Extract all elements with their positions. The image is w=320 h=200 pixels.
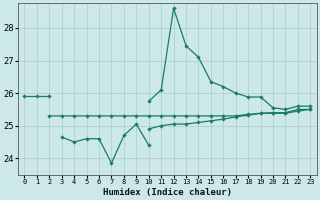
X-axis label: Humidex (Indice chaleur): Humidex (Indice chaleur) [103, 188, 232, 197]
